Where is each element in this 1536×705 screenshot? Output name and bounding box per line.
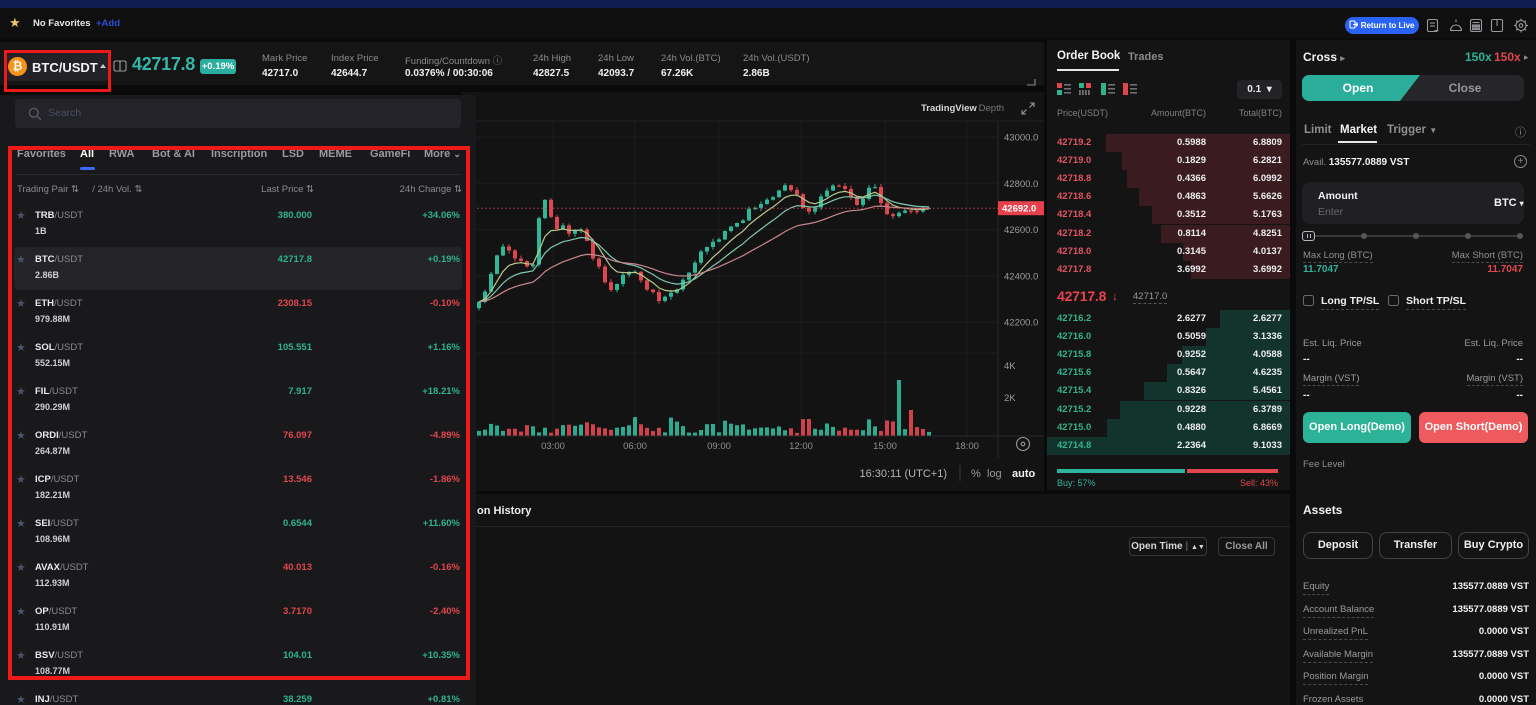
svg-text:15:00: 15:00 (873, 441, 897, 452)
svg-text:09:00: 09:00 (707, 441, 731, 452)
svg-text:log: log (987, 468, 1002, 480)
svg-text:TradingView: TradingView (921, 103, 977, 114)
svg-text:auto: auto (1012, 468, 1036, 480)
svg-text:06:00: 06:00 (623, 441, 647, 452)
svg-text:42600.0: 42600.0 (1004, 225, 1038, 236)
svg-text:03:00: 03:00 (541, 441, 565, 452)
svg-text:4K: 4K (1004, 361, 1016, 372)
svg-text:Depth: Depth (979, 103, 1004, 114)
svg-text:42200.0: 42200.0 (1004, 318, 1038, 329)
svg-text:12:00: 12:00 (789, 441, 813, 452)
svg-text:2K: 2K (1004, 393, 1016, 404)
svg-text:16:30:11 (UTC+1): 16:30:11 (UTC+1) (859, 468, 947, 480)
svg-text:42800.0: 42800.0 (1004, 179, 1038, 190)
svg-text:%: % (971, 468, 981, 480)
svg-text:42400.0: 42400.0 (1004, 271, 1038, 282)
svg-text:43000.0: 43000.0 (1004, 133, 1038, 144)
svg-text:42692.0: 42692.0 (1002, 204, 1036, 215)
svg-text:18:00: 18:00 (955, 441, 979, 452)
